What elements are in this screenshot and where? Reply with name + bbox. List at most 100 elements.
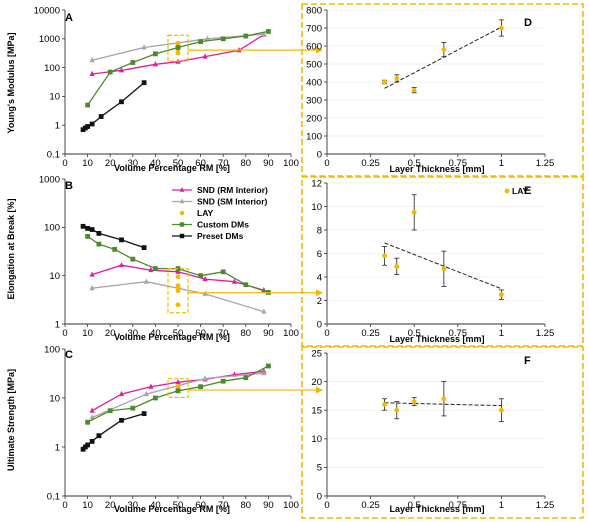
data-point [231,278,238,284]
data-point [118,261,125,268]
series-snd-sm-interior--c [89,370,267,420]
data-point [107,408,113,414]
legend-entry: LAY [512,186,529,196]
x-tick-label: 30 [128,158,139,169]
legend-swatch-marker [504,188,510,194]
x-tick-label: 0.75 [449,328,468,339]
legend-swatch-marker [179,210,185,216]
y-tick-label: 100 [44,63,60,74]
y-axis-label-a: Young's Modulus [MPa] [6,33,16,134]
panel-a-youngs-modulus: A Young's Modulus [MPa] Volume Percentag… [6,12,230,173]
trendline-e [384,242,502,290]
panel-label-a: A [65,12,73,24]
data-point [499,292,504,298]
data-point [118,390,125,397]
x-tick-label: 40 [150,328,161,339]
data-point [96,433,102,439]
legend-swatch-marker [179,187,185,192]
y-tick-label: 10 [49,92,60,103]
data-point [89,57,95,63]
axes-f: 0 5 10 15 20 25 0 0.25 0.5 0.75 1 1.25 [311,348,554,511]
legend-entry: SND (RM Interior) [197,185,268,195]
panel-label-d: D [524,17,532,29]
series-snd-rm-interior--b [89,261,267,293]
data-point [175,283,181,289]
x-tick-label: 60 [195,500,206,511]
series-custom-dms-b [85,233,271,295]
connector-arrowhead-b [316,289,323,297]
series-line [87,235,269,294]
x-tick-label: 80 [241,328,252,339]
y-tick-label: 15 [311,406,322,417]
data-point [153,395,158,401]
data-point [204,35,210,41]
data-point [89,285,95,291]
data-point [89,70,95,76]
data-point [141,245,147,251]
y-tick-label: 0 [317,491,322,502]
x-tick-label: 0 [324,158,329,169]
data-point [411,399,417,405]
series-custom-dms-a [85,29,271,108]
y-tick-label: 0 [317,149,322,160]
legend-entry: Custom DMs [197,220,249,230]
data-point [175,268,181,274]
y-tick-label: 2 [317,296,322,307]
axes-a: 0.1 1 10 100 1000 10000 0 10 20 30 40 50 60 70 80 90 100 [34,5,299,169]
x-tick-label: 0.25 [361,158,380,169]
data-point [202,53,208,59]
x-tick-label: 0.5 [408,158,421,169]
panel-e-elongation-vs-thickness: E Layer Thickness [mm] [389,185,531,344]
data-point [198,384,203,390]
y-tick-label: 0 [317,319,322,330]
data-point [89,271,95,277]
data-point [143,390,149,397]
x-tick-label: 1.25 [536,158,555,169]
x-axis-label-f: Layer Thickness [mm] [389,504,484,514]
x-tick-label: 20 [105,500,116,511]
data-point [441,47,447,52]
x-axis-label-b: Volume Percentage RM [%] [114,332,230,342]
axes-d: 0 100 200 300 400 500 600 700 800 0 0.25 0.5 0.75 1 1.… [306,5,554,169]
data-point [130,60,136,65]
y-tick-label: 1 [55,319,60,330]
data-point [89,121,95,127]
axes-b: 1 10 100 1000 0 10 20 30 40 50 60 70 80 90 100 [39,174,299,339]
lay-callout-box-c [167,378,189,398]
x-tick-label: 50 [173,328,184,339]
data-point [107,69,113,75]
series-lay-d [382,19,504,94]
y-tick-label: 800 [306,5,322,16]
y-tick-label: 300 [306,95,322,106]
data-point [130,256,136,262]
y-tick-label: 200 [306,113,322,124]
data-point [394,76,400,81]
data-point [202,275,208,282]
y-axis-label-c: Ultimate Strength [MPa] [6,369,16,471]
data-point [143,278,149,284]
data-point [175,45,181,50]
connector-arrowhead-a [316,46,323,54]
x-tick-label: 10 [82,328,93,339]
panel-frame-d [301,3,584,177]
panel-frame-f [301,346,584,519]
x-tick-label: 30 [128,328,139,339]
x-tick-label: 90 [263,158,274,169]
y-tick-label: 10 [311,434,322,445]
data-point [220,269,226,275]
x-axis-label-c: Volume Percentage RM [%] [114,504,230,514]
panel-c-ultimate-strength: C Ultimate Strength [MPa] Volume Percent… [6,349,230,514]
data-point [118,67,125,73]
x-tick-label: 20 [105,328,116,339]
data-point [175,274,181,280]
axes-e: 0 2 4 6 8 10 12 0 0.25 0.5 0.75 1 1.25 [311,178,554,339]
series-custom-dms-c [85,363,271,425]
data-point [96,230,102,236]
y-tick-label: 4 [317,272,322,283]
x-tick-label: 1 [499,328,504,339]
data-point [220,378,226,384]
data-point [411,87,417,93]
trendline-f [384,402,502,407]
x-tick-label: 20 [105,158,116,169]
